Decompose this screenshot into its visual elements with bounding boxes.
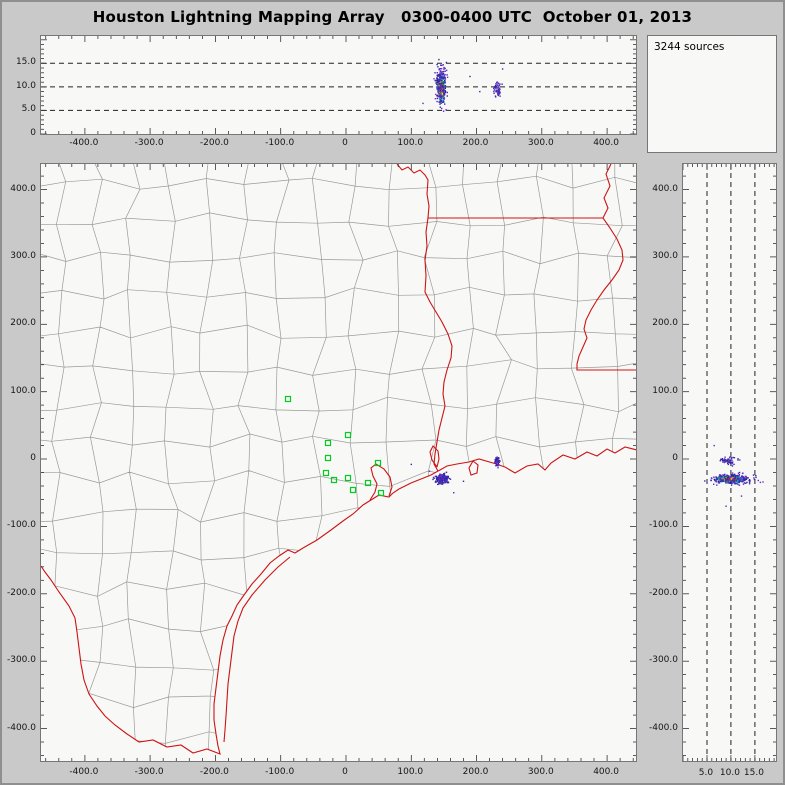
axis-ticks	[41, 36, 636, 134]
tick-label: -300.0	[134, 138, 164, 148]
county-boundaries	[41, 164, 636, 754]
tick-label: -400.0	[69, 138, 99, 148]
plan-view-plot	[41, 164, 636, 761]
tick-label: -300.0	[6, 655, 36, 666]
tick-label: 10.0	[719, 768, 740, 778]
tick-label: -400.0	[69, 767, 99, 777]
tick-label: 10.0	[15, 80, 36, 91]
tick-label: -400.0	[6, 722, 36, 733]
tick-label: 100.0	[10, 385, 36, 396]
tick-label: 400.0	[10, 183, 36, 194]
tick-label: 200.0	[462, 138, 489, 148]
tick-label: 200.0	[10, 318, 36, 329]
ew-altitude-plot	[41, 36, 636, 134]
tick-label: 5.0	[21, 104, 36, 115]
axis-ticks	[683, 164, 776, 761]
tick-label: 0	[342, 138, 348, 148]
page-title: Houston Lightning Mapping Array 0300-040…	[92, 8, 693, 26]
tick-label: -100.0	[265, 767, 295, 777]
tick-label: 200.0	[462, 767, 489, 777]
lightning-scatter	[704, 444, 764, 507]
tick-label: 15.0	[743, 768, 764, 778]
axis-ticks	[41, 164, 636, 761]
tick-label: 300.0	[527, 138, 554, 148]
tick-label: 400.0	[593, 767, 619, 777]
tick-label: -200.0	[199, 767, 229, 777]
tick-label: 300.0	[527, 767, 554, 777]
tick-label: -100.0	[648, 520, 678, 531]
tick-label: 100.0	[652, 385, 678, 396]
tick-label: -400.0	[648, 722, 678, 733]
tick-label: 0	[30, 128, 36, 138]
tick-label: -200.0	[648, 587, 678, 598]
tick-label: 300.0	[10, 250, 36, 261]
tick-label: -100.0	[6, 520, 36, 531]
panel-source-count: 3244 sources	[647, 35, 777, 153]
tick-label: -200.0	[199, 138, 229, 148]
state-borders-and-coastline	[41, 164, 636, 755]
tick-label: -300.0	[648, 655, 678, 666]
tick-label: 100.0	[397, 138, 424, 148]
tick-label: 0	[342, 767, 348, 777]
lightning-scatter	[410, 456, 501, 494]
tick-label: 0	[672, 453, 678, 464]
tick-label: 100.0	[397, 767, 424, 777]
tick-label: 0	[30, 453, 36, 464]
tick-label: -100.0	[265, 138, 295, 148]
source-count-label: 3244 sources	[654, 41, 725, 53]
lma-station-markers	[284, 395, 385, 497]
tick-label: 200.0	[652, 318, 678, 329]
tick-label: 5.0	[698, 768, 714, 778]
tick-label: 400.0	[652, 183, 678, 194]
ns-altitude-plot	[683, 164, 776, 761]
lightning-scatter	[422, 58, 504, 112]
tick-label: 15.0	[15, 57, 36, 68]
panel-altitude-vs-northsouth[interactable]	[682, 163, 777, 762]
reference-dashed-lines	[41, 62, 636, 111]
tick-label: 400.0	[593, 138, 619, 148]
panel-plan-view-map[interactable]	[40, 163, 637, 762]
tick-label: -300.0	[134, 767, 164, 777]
tick-label: -200.0	[6, 587, 36, 598]
tick-label: 300.0	[652, 250, 678, 261]
panel-altitude-vs-eastwest[interactable]	[40, 35, 637, 135]
